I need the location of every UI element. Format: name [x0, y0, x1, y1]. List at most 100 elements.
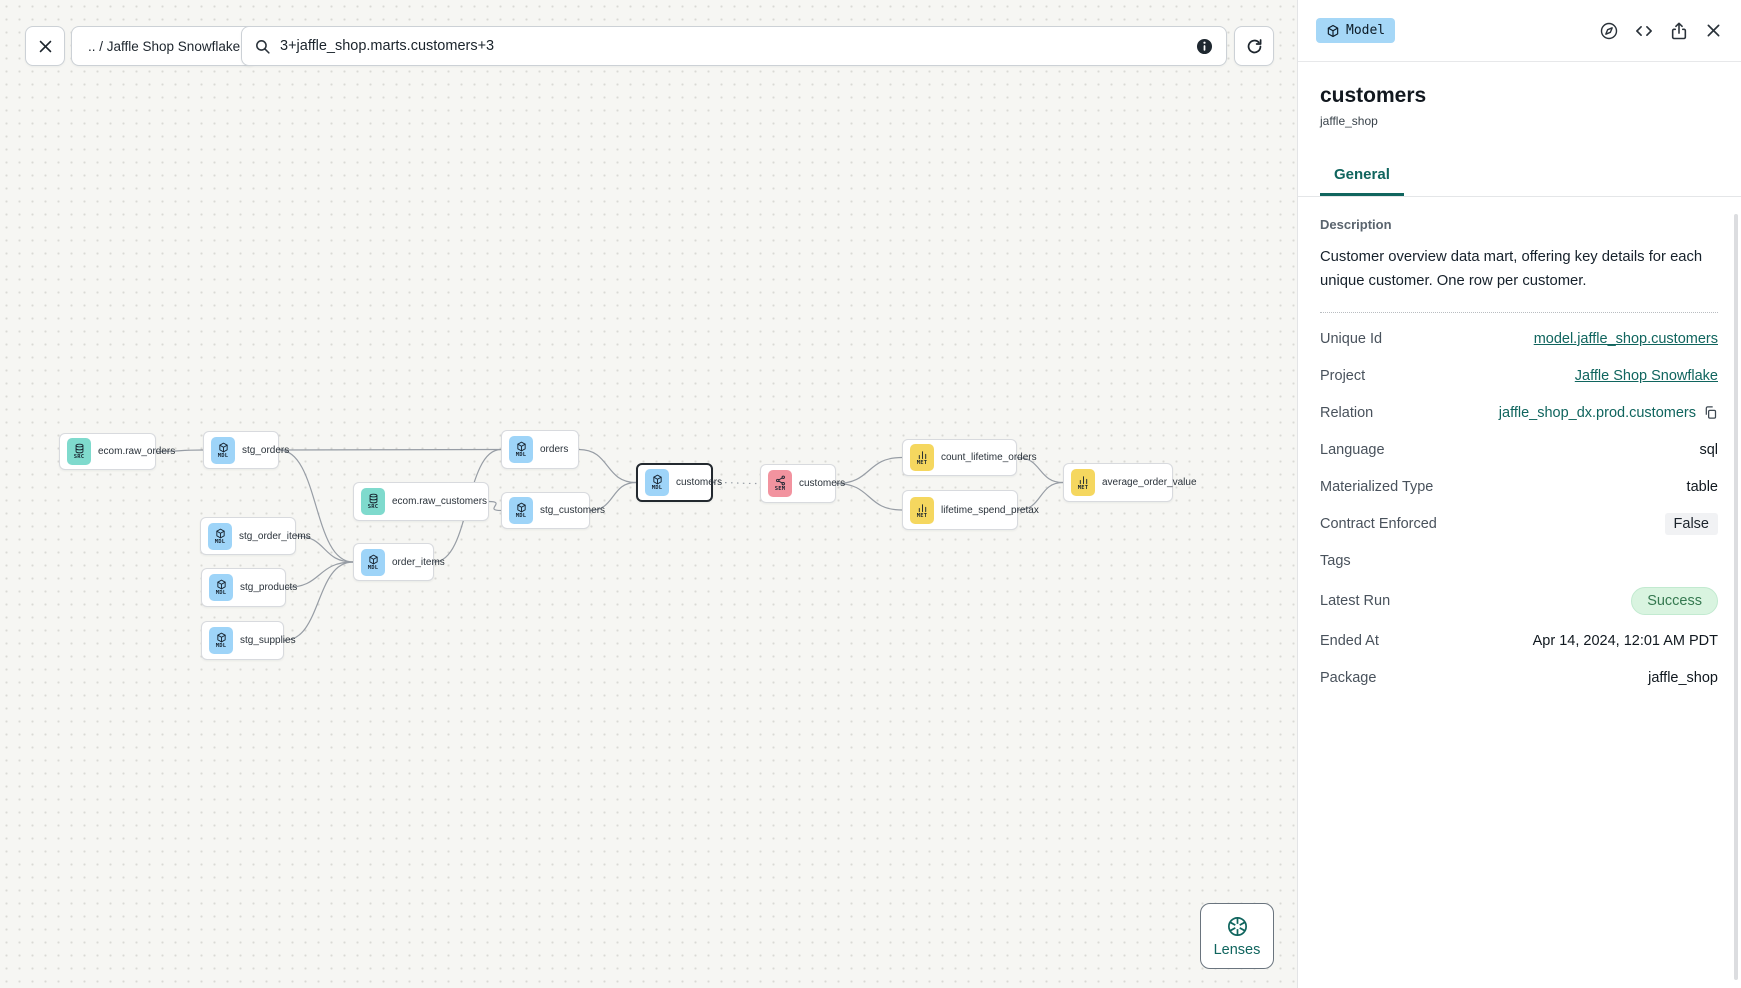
- graph-node-order-items[interactable]: MDL order_items: [353, 543, 445, 581]
- lineage-canvas[interactable]: SRC ecom.raw_orders MDL stg_orders MDL stg_or…: [0, 0, 1297, 988]
- model-icon: MDL: [509, 436, 533, 463]
- node-label: average_order_value: [1102, 477, 1197, 488]
- semantic-share-icon: [775, 475, 785, 486]
- field-label: Materialized Type: [1320, 478, 1434, 495]
- field-row: Unique Id model.jaffle_shop.customers: [1320, 328, 1718, 350]
- explore-lineage-button[interactable]: [1599, 21, 1619, 41]
- node-label: orders: [540, 444, 569, 455]
- node-label: ecom.raw_customers: [392, 496, 488, 507]
- contract-badge: False: [1664, 512, 1718, 535]
- lenses-label: Lenses: [1213, 941, 1261, 958]
- model-icon: MDL: [209, 574, 233, 601]
- status-badge: Success: [1631, 586, 1718, 615]
- field-row: Project Jaffle Shop Snowflake: [1320, 365, 1718, 387]
- breadcrumb[interactable]: .. / Jaffle Shop Snowflake: [71, 26, 258, 66]
- model-icon: MDL: [211, 436, 235, 464]
- metric-bars-icon: [918, 503, 926, 512]
- graph-node-ecom-raw-orders[interactable]: SRC ecom.raw_orders: [59, 433, 175, 470]
- copy-button[interactable]: [1703, 405, 1718, 420]
- relation-value: jaffle_shop_dx.prod.customers: [1498, 404, 1696, 421]
- field-value: Apr 14, 2024, 12:01 AM PDT: [1532, 632, 1718, 649]
- node-label: stg_order_items: [239, 530, 311, 542]
- view-code-button[interactable]: [1634, 21, 1654, 41]
- field-label: Package: [1320, 669, 1377, 686]
- lineage-search[interactable]: [241, 26, 1227, 66]
- panel-tabs: General: [1298, 158, 1741, 197]
- field-row: Latest Run Success: [1320, 586, 1718, 615]
- metric-icon: MET: [910, 444, 934, 471]
- resource-type-label: Model: [1346, 23, 1386, 38]
- database-icon: [369, 493, 377, 504]
- metric-bars-icon: [1079, 476, 1087, 485]
- field-link[interactable]: model.jaffle_shop.customers: [1533, 330, 1718, 347]
- graph-node-stg-products[interactable]: MDL stg_products: [201, 568, 297, 607]
- field-row: Contract Enforced False: [1320, 512, 1718, 535]
- close-icon: [39, 40, 51, 52]
- field-value: False: [1664, 512, 1718, 535]
- field-row: Relation jaffle_shop_dx.prod.customers: [1320, 402, 1718, 424]
- metric-icon: MET: [1071, 469, 1095, 496]
- graph-node-stg-supplies[interactable]: MDL stg_supplies: [201, 621, 296, 660]
- field-value: jaffle_shop_dx.prod.customers: [1499, 405, 1718, 421]
- source-icon: SRC: [361, 488, 385, 515]
- panel-header: Model: [1298, 0, 1741, 62]
- field-label: Ended At: [1320, 632, 1379, 649]
- breadcrumb-label: .. / Jaffle Shop Snowflake: [88, 38, 241, 54]
- model-cube-icon: [215, 528, 225, 538]
- refresh-button[interactable]: [1234, 26, 1274, 66]
- graph-node-count-lifetime-orders[interactable]: MET count_lifetime_orders: [902, 439, 1037, 476]
- copy-icon: [1705, 406, 1717, 420]
- node-label: customers: [676, 477, 723, 488]
- model-icon: MDL: [208, 522, 232, 550]
- resource-type-badge: Model: [1316, 18, 1396, 43]
- panel-scrollbar[interactable]: [1734, 214, 1738, 980]
- model-cube-icon: [216, 632, 226, 643]
- node-label: stg_customers: [540, 505, 606, 516]
- database-icon: [75, 443, 83, 454]
- model-cube-icon: [368, 554, 378, 564]
- model-cube-icon: [516, 502, 526, 513]
- graph-node-average-order-value[interactable]: MET average_order_value: [1063, 463, 1197, 502]
- close-panel-button[interactable]: [1704, 21, 1723, 40]
- details-panel: Model customers jaffle_shop General Desc…: [1297, 0, 1741, 988]
- model-cube-icon: [652, 474, 662, 485]
- refresh-icon: [1247, 38, 1261, 53]
- field-value: sql: [1699, 441, 1718, 458]
- graph-node-stg-order-items[interactable]: MDL stg_order_items: [200, 517, 311, 555]
- metric-icon: MET: [910, 496, 934, 524]
- share-export-icon: [1671, 22, 1687, 39]
- description-text: Customer overview data mart, offering ke…: [1320, 246, 1718, 313]
- graph-node-customers-sem[interactable]: SEM customers: [760, 464, 845, 503]
- field-link[interactable]: Jaffle Shop Snowflake: [1574, 367, 1718, 384]
- model-icon: MDL: [645, 469, 669, 496]
- field-label: Latest Run: [1320, 592, 1391, 609]
- field-label: Contract Enforced: [1320, 515, 1437, 532]
- field-value: model.jaffle_shop.customers: [1534, 331, 1718, 347]
- search-input[interactable]: [280, 38, 1186, 54]
- graph-node-stg-orders[interactable]: MDL stg_orders: [203, 431, 289, 469]
- node-label: stg_orders: [242, 444, 290, 456]
- field-label: Tags: [1320, 552, 1351, 569]
- lenses-button[interactable]: Lenses: [1200, 903, 1274, 969]
- graph-node-customers[interactable]: MDL customers: [636, 463, 722, 502]
- graph-node-orders[interactable]: MDL orders: [501, 430, 579, 469]
- field-label: Language: [1320, 441, 1385, 458]
- model-cube-icon: [218, 442, 228, 452]
- graph-node-lifetime-spend-pretax[interactable]: MET lifetime_spend_pretax: [902, 490, 1039, 530]
- metric-bars-icon: [918, 451, 926, 460]
- info-icon[interactable]: [1195, 37, 1214, 56]
- node-label: customers: [799, 478, 846, 489]
- tab-general[interactable]: General: [1320, 158, 1404, 196]
- graph-node-ecom-raw-customers[interactable]: SRC ecom.raw_customers: [353, 482, 489, 521]
- panel-content: Description Customer overview data mart,…: [1298, 197, 1741, 689]
- share-button[interactable]: [1669, 21, 1689, 41]
- node-label: count_lifetime_orders: [941, 452, 1037, 463]
- graph-node-stg-customers[interactable]: MDL stg_customers: [501, 492, 605, 529]
- model-icon: MDL: [361, 548, 385, 576]
- node-label: stg_products: [240, 582, 298, 593]
- source-icon: SRC: [67, 438, 91, 465]
- node-label: ecom.raw_orders: [98, 446, 176, 457]
- field-value: Jaffle Shop Snowflake: [1575, 368, 1718, 384]
- model-icon: MDL: [509, 497, 533, 524]
- close-lineage-button[interactable]: [25, 26, 65, 66]
